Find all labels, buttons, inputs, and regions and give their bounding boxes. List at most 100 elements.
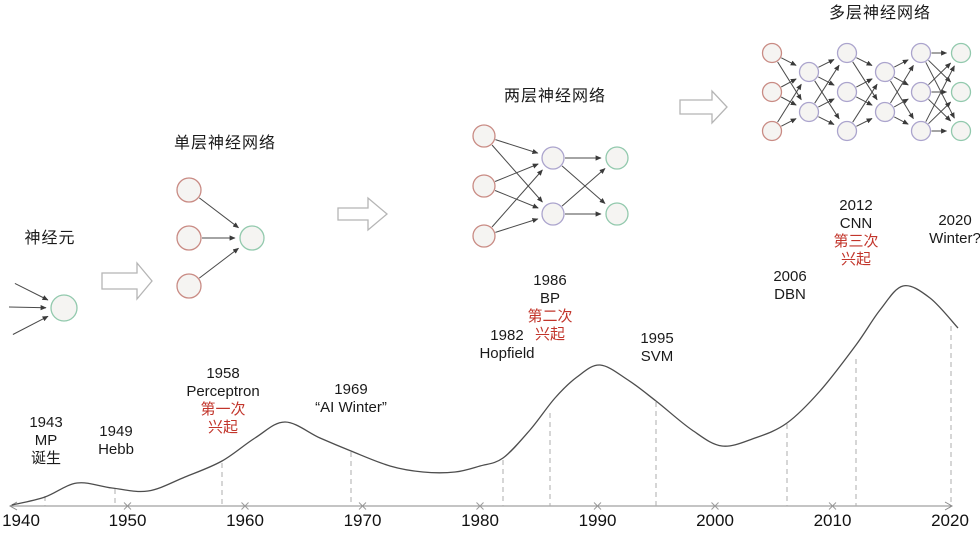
edge-arrow: [198, 247, 239, 279]
edge-arrow: [781, 57, 797, 66]
edge-arrow: [818, 116, 835, 125]
network-node: [541, 202, 565, 226]
edge-arrow: [561, 165, 606, 204]
edge-arrow: [893, 76, 909, 86]
network-2: [472, 124, 629, 248]
network-node: [761, 81, 783, 103]
neuron-diagram: [8, 282, 78, 335]
axis-tick-label: 2020: [931, 511, 969, 530]
edge-arrow: [925, 65, 955, 122]
edge-arrow: [928, 98, 952, 122]
axis-tick-label: 1990: [579, 511, 617, 530]
network-node: [605, 146, 629, 170]
network-node: [472, 174, 496, 198]
multi-layer-title: 多层神经网络: [828, 5, 932, 22]
network-node: [176, 177, 202, 203]
axis-cross-marker: [476, 502, 484, 510]
edge-arrow: [928, 59, 952, 83]
edge-arrow: [890, 80, 914, 120]
network-node: [605, 202, 629, 226]
network-node: [761, 42, 783, 64]
edge-arrow: [893, 98, 909, 108]
edge-arrow: [814, 80, 840, 120]
axis-right-arrow-icon: [944, 501, 954, 511]
network-node: [541, 146, 565, 170]
edge-arrow: [8, 304, 47, 311]
edge-arrow: [491, 169, 543, 228]
edge-arrow: [856, 118, 873, 127]
edge-arrow: [777, 83, 802, 123]
edge-arrow: [781, 118, 797, 127]
flow-arrow-1-icon: [101, 261, 153, 301]
network-node: [950, 81, 972, 103]
edge-arrow: [14, 282, 49, 301]
axis-tick-label: 1960: [226, 511, 264, 530]
edge-arrow: [818, 59, 835, 68]
edge-arrow: [852, 61, 878, 101]
network-node: [910, 42, 932, 64]
edge-arrow: [780, 96, 797, 106]
edge-arrow: [814, 64, 840, 104]
network-node: [472, 224, 496, 248]
axis-tick-label: 2010: [814, 511, 852, 530]
axis-cross-marker: [123, 502, 132, 510]
network-node: [472, 124, 496, 148]
axis-cross-marker: [593, 502, 602, 510]
edge-arrow: [925, 62, 955, 119]
flow-arrow-3-icon: [679, 89, 728, 125]
edge-arrow: [777, 61, 802, 101]
edge-arrow: [12, 315, 49, 335]
two-layer-title: 两层神经网络: [503, 88, 607, 105]
edge-arrow: [856, 78, 873, 88]
neuron-node: [50, 294, 78, 322]
axis-cross-marker: [828, 502, 837, 510]
edge-arrow: [561, 168, 606, 207]
axis-cross-marker: [711, 502, 719, 510]
network-diagrams: [176, 42, 972, 299]
axis-left-arrow-icon: [8, 501, 18, 511]
hype-curve: [11, 285, 959, 506]
edge-arrow: [856, 57, 873, 66]
edge-arrow: [852, 83, 878, 123]
axis-cross-marker: [358, 502, 367, 510]
edge-arrow: [780, 78, 797, 88]
network-node: [836, 81, 858, 103]
network-node: [239, 225, 265, 251]
axis-tick-label: 2000: [696, 511, 734, 530]
axis-tick-label: 1980: [461, 511, 499, 530]
network-3: [761, 42, 972, 142]
edge-arrow: [491, 144, 543, 203]
edge-arrow: [894, 116, 909, 125]
edge-arrow: [890, 64, 914, 104]
axis-cross-marker: [241, 502, 249, 510]
edge-arrow: [494, 163, 539, 182]
network-node: [176, 225, 202, 251]
neuron-title: 神经元: [24, 230, 76, 247]
network-node: [836, 42, 858, 64]
network-node: [761, 120, 783, 142]
axis-tick-label: 1950: [109, 511, 147, 530]
edge-arrow: [818, 76, 835, 86]
network-node: [950, 120, 972, 142]
edge-arrow: [198, 197, 239, 229]
axis-tick-label: 1940: [2, 511, 40, 530]
edge-arrow: [928, 101, 952, 125]
network-node: [874, 101, 896, 123]
network-1: [176, 177, 265, 299]
edge-arrow: [928, 62, 952, 86]
edge-arrow: [894, 59, 909, 68]
network-node: [176, 273, 202, 299]
network-node: [798, 101, 820, 123]
edge-arrow: [495, 218, 539, 233]
network-node: [836, 120, 858, 142]
network-node: [874, 61, 896, 83]
edge-arrow: [495, 139, 539, 154]
network-node: [798, 61, 820, 83]
timeline-chart: 1940 1950 1960 1970 1980 1990 2000 2010 2020: [2, 285, 969, 530]
edge-arrow: [856, 96, 873, 106]
network-node: [950, 42, 972, 64]
network-node: [910, 81, 932, 103]
flow-arrow-2-icon: [337, 196, 389, 232]
